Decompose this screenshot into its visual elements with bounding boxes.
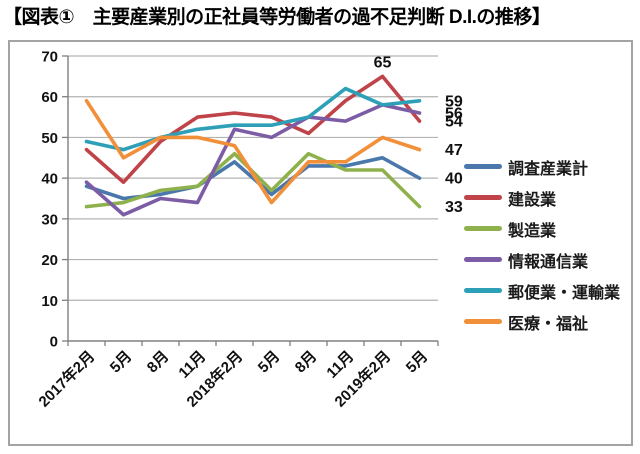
series-line-2	[84, 74, 422, 185]
chart-legend: 調査産業計建設業製造業情報通信業郵便業・運輸業 医療・福祉	[464, 151, 620, 337]
legend-label: 情報通信業	[508, 253, 589, 271]
end-value-label-2: 54	[445, 114, 463, 131]
x-axis-label: 2017年2月	[35, 347, 98, 410]
series-line-5	[84, 86, 422, 152]
legend-swatch	[464, 257, 502, 262]
legend-item-1: 調査産業計	[464, 151, 620, 182]
end-value-label-4: 56	[445, 106, 463, 123]
y-axis-label: 10	[41, 293, 58, 310]
x-axis-label: 5月	[107, 348, 136, 377]
x-axis-label: 8月	[144, 348, 173, 377]
end-value-label-5: 59	[445, 93, 463, 110]
peak-value-label: 65	[374, 54, 392, 71]
legend-label: 医療・福祉	[508, 315, 589, 333]
end-value-label-3: 33	[445, 199, 463, 216]
x-axis-label: 5月	[403, 348, 432, 377]
y-axis-label: 20	[41, 252, 58, 269]
legend-swatch	[464, 195, 502, 200]
series-line-6	[84, 98, 422, 205]
legend-label: 建設業	[508, 191, 557, 209]
legend-item-6: 医療・福祉	[464, 306, 620, 337]
legend-item-5: 郵便業・運輸業	[464, 275, 620, 306]
y-axis-label: 0	[50, 334, 58, 351]
y-axis-label: 50	[41, 130, 58, 147]
legend-swatch	[464, 164, 502, 169]
chart-plot-frame	[8, 40, 633, 446]
y-axis-label: 30	[41, 211, 58, 228]
x-axis-label: 8月	[292, 348, 321, 377]
y-axis-label: 60	[41, 89, 58, 106]
chart-title: 【図表① 主要産業別の正社員等労働者の過不足判断 D.I.の推移】	[3, 7, 551, 28]
legend-swatch	[464, 226, 502, 231]
legend-label: 調査産業計	[508, 160, 589, 178]
y-axis-label: 70	[41, 49, 58, 66]
legend-swatch	[464, 288, 502, 293]
end-value-label-6: 47	[445, 142, 463, 159]
end-value-label-1: 40	[445, 171, 463, 188]
legend-item-2: 建設業	[464, 182, 620, 213]
legend-swatch	[464, 319, 502, 324]
legend-label: 製造業	[508, 222, 557, 240]
legend-item-4: 情報通信業	[464, 244, 620, 275]
legend-item-3: 製造業	[464, 213, 620, 244]
x-axis-label: 5月	[255, 348, 284, 377]
y-axis-label: 40	[41, 171, 58, 188]
legend-label: 郵便業・運輸業	[508, 284, 621, 302]
series-line-4	[84, 103, 422, 217]
